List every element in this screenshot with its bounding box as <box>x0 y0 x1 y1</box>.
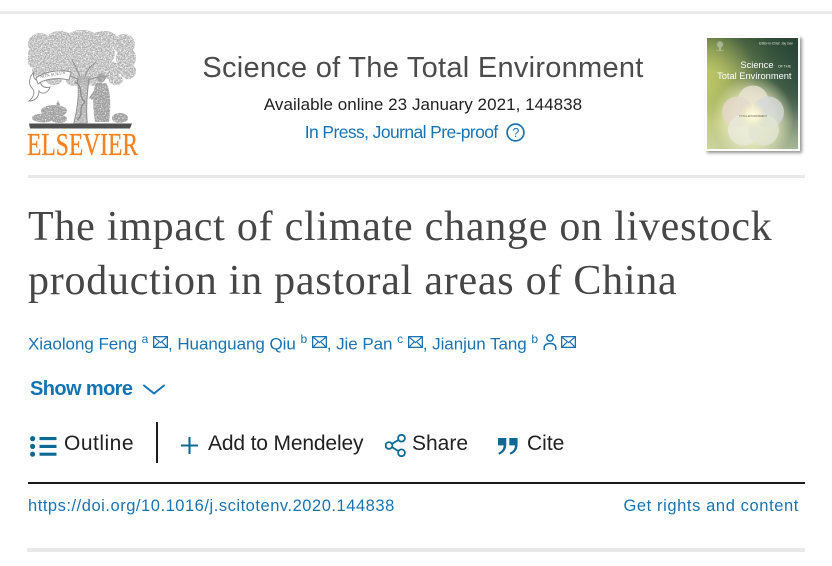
svg-text:Science: Science <box>740 60 773 70</box>
svg-text:OF THE: OF THE <box>778 65 792 69</box>
svg-text:Editor-in-Chief: Jay Gan: Editor-in-Chief: Jay Gan <box>759 42 793 46</box>
svg-text:NON SOLUS: NON SOLUS <box>39 70 66 79</box>
svg-text:Total Environment: Total Environment <box>717 71 792 81</box>
svg-text:?: ? <box>513 126 520 140</box>
svg-text:TOTAL ENVIRONMENT: TOTAL ENVIRONMENT <box>739 114 767 118</box>
